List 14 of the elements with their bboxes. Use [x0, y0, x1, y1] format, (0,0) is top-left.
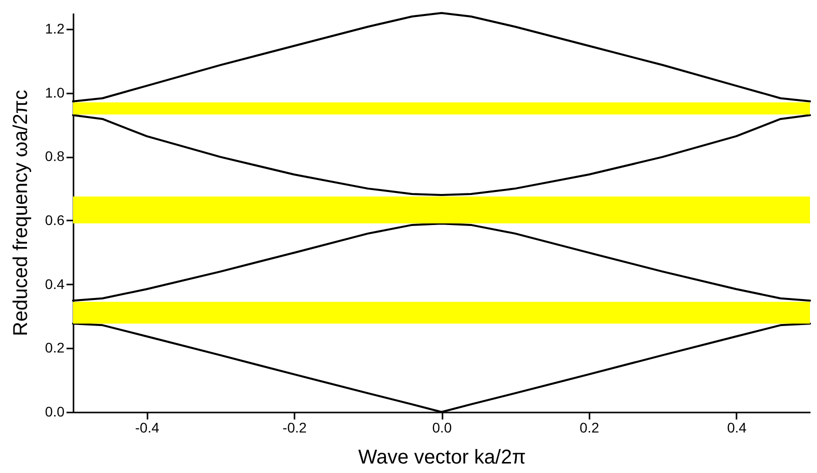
- x-tick-label: -0.2: [282, 420, 307, 436]
- y-tick-label: 1.2: [45, 20, 65, 36]
- y-tick-label: 1.0: [45, 84, 65, 100]
- y-tick-label: 0.8: [45, 148, 65, 164]
- x-tick-label: 0.0: [432, 420, 452, 436]
- y-tick-label: 0.0: [45, 404, 65, 420]
- y-axis-title: Reduced frequency ωa/2πc: [10, 90, 32, 336]
- x-axis-title: Wave vector ka/2π: [358, 446, 526, 468]
- x-tick-label: 0.4: [727, 420, 747, 436]
- x-tick-label: 0.2: [580, 420, 600, 436]
- y-tick-label: 0.6: [45, 212, 65, 228]
- y-tick-label: 0.4: [45, 276, 65, 292]
- x-tick-label: -0.4: [135, 420, 160, 436]
- y-tick-label: 0.2: [45, 340, 65, 356]
